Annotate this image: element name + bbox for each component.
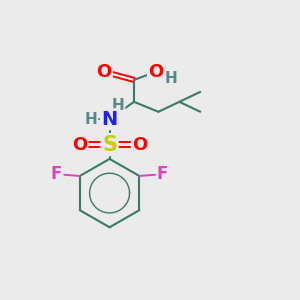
Text: F: F (51, 165, 62, 183)
Text: N: N (101, 110, 118, 129)
Text: H: H (165, 71, 178, 86)
Text: H: H (84, 112, 97, 127)
Text: O: O (148, 63, 164, 81)
Text: O: O (72, 136, 87, 154)
Text: S: S (102, 135, 117, 155)
Text: O: O (96, 63, 111, 81)
Text: H: H (111, 98, 124, 113)
Text: F: F (157, 165, 168, 183)
Text: O: O (132, 136, 147, 154)
